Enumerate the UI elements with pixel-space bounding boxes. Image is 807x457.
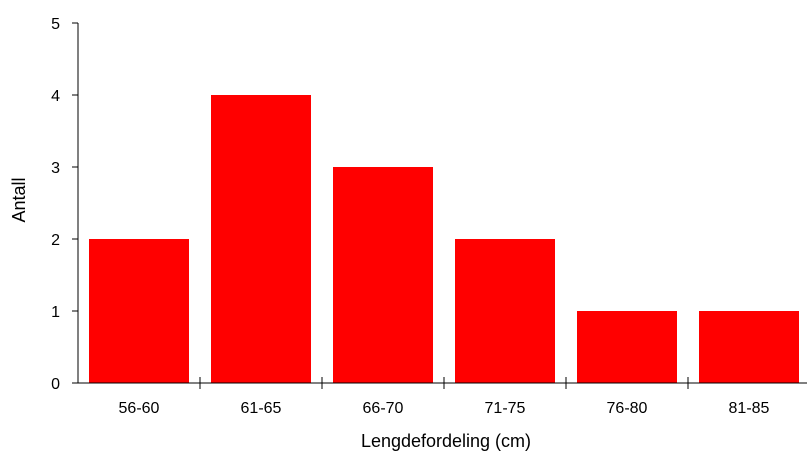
x-tick-label-76-80: 76-80 xyxy=(607,400,648,417)
y-tick-label-4: 4 xyxy=(51,88,60,105)
y-tick-label-2: 2 xyxy=(51,232,60,249)
bar-61-65 xyxy=(211,95,311,383)
x-axis-title: Lengdefordeling (cm) xyxy=(361,431,531,451)
x-tick-label-56-60: 56-60 xyxy=(119,400,160,417)
bar-81-85 xyxy=(699,311,799,383)
bar-76-80 xyxy=(577,311,677,383)
y-tick-label-3: 3 xyxy=(51,160,60,177)
bar-66-70 xyxy=(333,167,433,383)
axes-group xyxy=(72,22,807,389)
x-tick-label-71-75: 71-75 xyxy=(485,400,526,417)
y-tick-label-1: 1 xyxy=(51,304,60,321)
x-tick-label-66-70: 66-70 xyxy=(363,400,404,417)
bar-71-75 xyxy=(455,239,555,383)
y-tick-label-5: 5 xyxy=(51,16,60,33)
y-tick-label-0: 0 xyxy=(51,376,60,393)
x-tick-label-61-65: 61-65 xyxy=(241,400,282,417)
bars-group xyxy=(89,95,799,383)
bar-56-60 xyxy=(89,239,189,383)
tick-labels-group: 0 1 2 3 4 5 56-60 61-65 66-70 71-75 76-80 81-85 xyxy=(51,16,769,417)
y-axis-title: Antall xyxy=(9,177,29,222)
x-tick-label-81-85: 81-85 xyxy=(729,400,770,417)
